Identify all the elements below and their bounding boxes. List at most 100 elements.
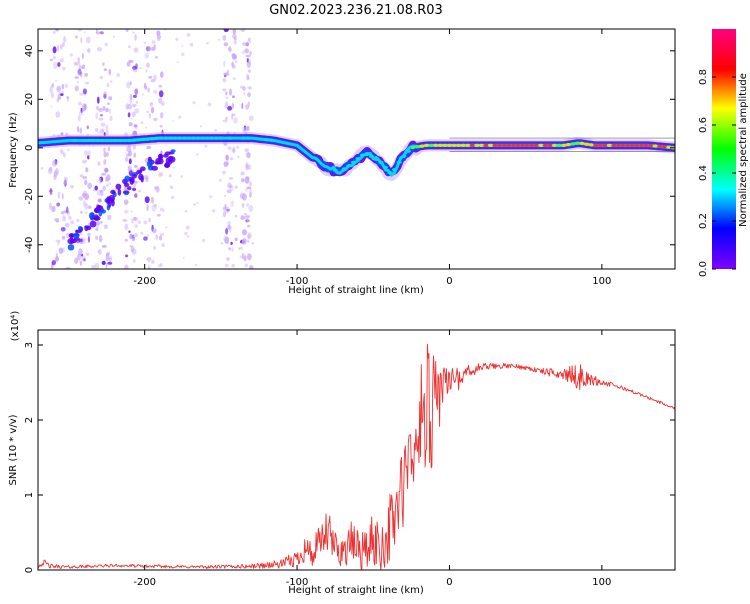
speckle-dot [241,203,245,208]
speckle-dot [247,253,252,261]
speckle-dot [95,112,99,120]
speckle-dot [108,96,113,101]
speckle-dot [129,97,132,105]
ridge-core-segment [213,136,219,140]
speckle-dot [230,200,234,208]
speckle-dot [146,46,149,51]
ridge-core-segment [510,143,517,147]
speckle-dot [175,37,179,42]
ridge-core-segment [488,143,494,147]
ridge-core-segment [424,143,430,147]
speckle-dot [40,167,44,170]
speckle-dot [49,86,53,94]
speckle-dot [66,96,69,99]
speckle-dot [129,233,133,240]
speckle-dot [157,263,162,268]
ridge-core-segment [597,143,603,147]
speckle-dot [76,125,79,133]
speckle-dot [229,88,232,96]
y-tick-label: 20 [24,93,35,106]
speckle-dot [232,146,236,154]
speckle-dot [133,47,139,53]
ridge-core-segment [501,143,507,147]
speckle-dot [126,153,130,157]
speckle-dot [133,216,137,221]
y-tick-label: -40 [24,237,35,253]
speckle-dot [105,262,108,269]
speckle-dot [146,110,149,114]
speckle-dot [226,208,230,212]
speckle-dot [165,226,168,229]
speckle-dot [135,63,138,70]
speckle-dot [77,57,80,63]
branch-blob [154,161,160,165]
speckle-dot [104,167,109,173]
x-tick-label: -100 [286,276,309,287]
speckle-dot [83,258,86,262]
speckle-dot [57,44,59,52]
speckle-dot [144,85,148,90]
speckle-dot [126,61,131,67]
ridge-core-segment [565,143,571,147]
speckle-dot [130,235,135,239]
speckle-dot [107,214,112,221]
speckle-dot [96,221,101,226]
speckle-dot [94,262,100,269]
speckle-dot [100,221,103,224]
ridge-core-segment [136,138,142,142]
speckle-dot [194,263,198,267]
speckle-dot [246,61,251,68]
speckle-dot [103,91,107,99]
speckle-dot [249,189,252,192]
speckle-dot [247,232,252,240]
speckle-dot [148,75,153,79]
speckle-dot [151,196,154,204]
speckle-dot [158,90,164,98]
ridge-core-segment [492,143,498,147]
speckle-dot [103,159,107,165]
speckle-dot [249,50,252,56]
speckle-dot [150,79,156,83]
speckle-dot [248,37,251,42]
speckle-dot [51,205,56,213]
speckle-dot [196,201,199,204]
ridge-core-segment [606,143,613,147]
ridge-core-segment [81,138,87,143]
speckle-dot [106,83,110,88]
speckle-dot [75,35,78,39]
ridge-core-segment [588,143,594,147]
ridge-core-segment [218,136,224,140]
speckle-dot [79,110,84,116]
colorbar-ticks: 0.0 0.2 0.4 0.6 0.8 [698,69,736,277]
speckle-dot [234,237,238,242]
speckle-dot [159,172,164,176]
speckle-dot [228,47,232,52]
speckle-dot [59,44,63,50]
branch-blob [127,186,132,191]
speckle-dot [232,95,235,98]
speckle-dot [70,184,74,189]
speckle-dot [61,247,65,253]
speckle-dot [160,262,163,267]
speckle-dot [233,36,237,41]
speckle-dot [223,29,229,33]
branch-blob [110,189,116,195]
speckle-dot [130,118,133,120]
speckle-dot [74,76,79,79]
speckle-dot [137,220,141,225]
ridge-core-segment [245,136,251,140]
ridge-core-segment [332,168,338,172]
speckle-dot [240,215,245,221]
speckle-dot [232,64,236,69]
ridge-core-segment [126,138,132,143]
speckle-dot [226,189,232,194]
speckle-dot [189,42,194,47]
speckle-dot [223,161,229,168]
speckle-dot [76,80,80,83]
speckle-dot [86,125,90,130]
speckle-dot [135,100,139,104]
speckle-dot [222,78,227,83]
speckle-dot [247,224,251,228]
ridge-core-segment [131,138,137,142]
